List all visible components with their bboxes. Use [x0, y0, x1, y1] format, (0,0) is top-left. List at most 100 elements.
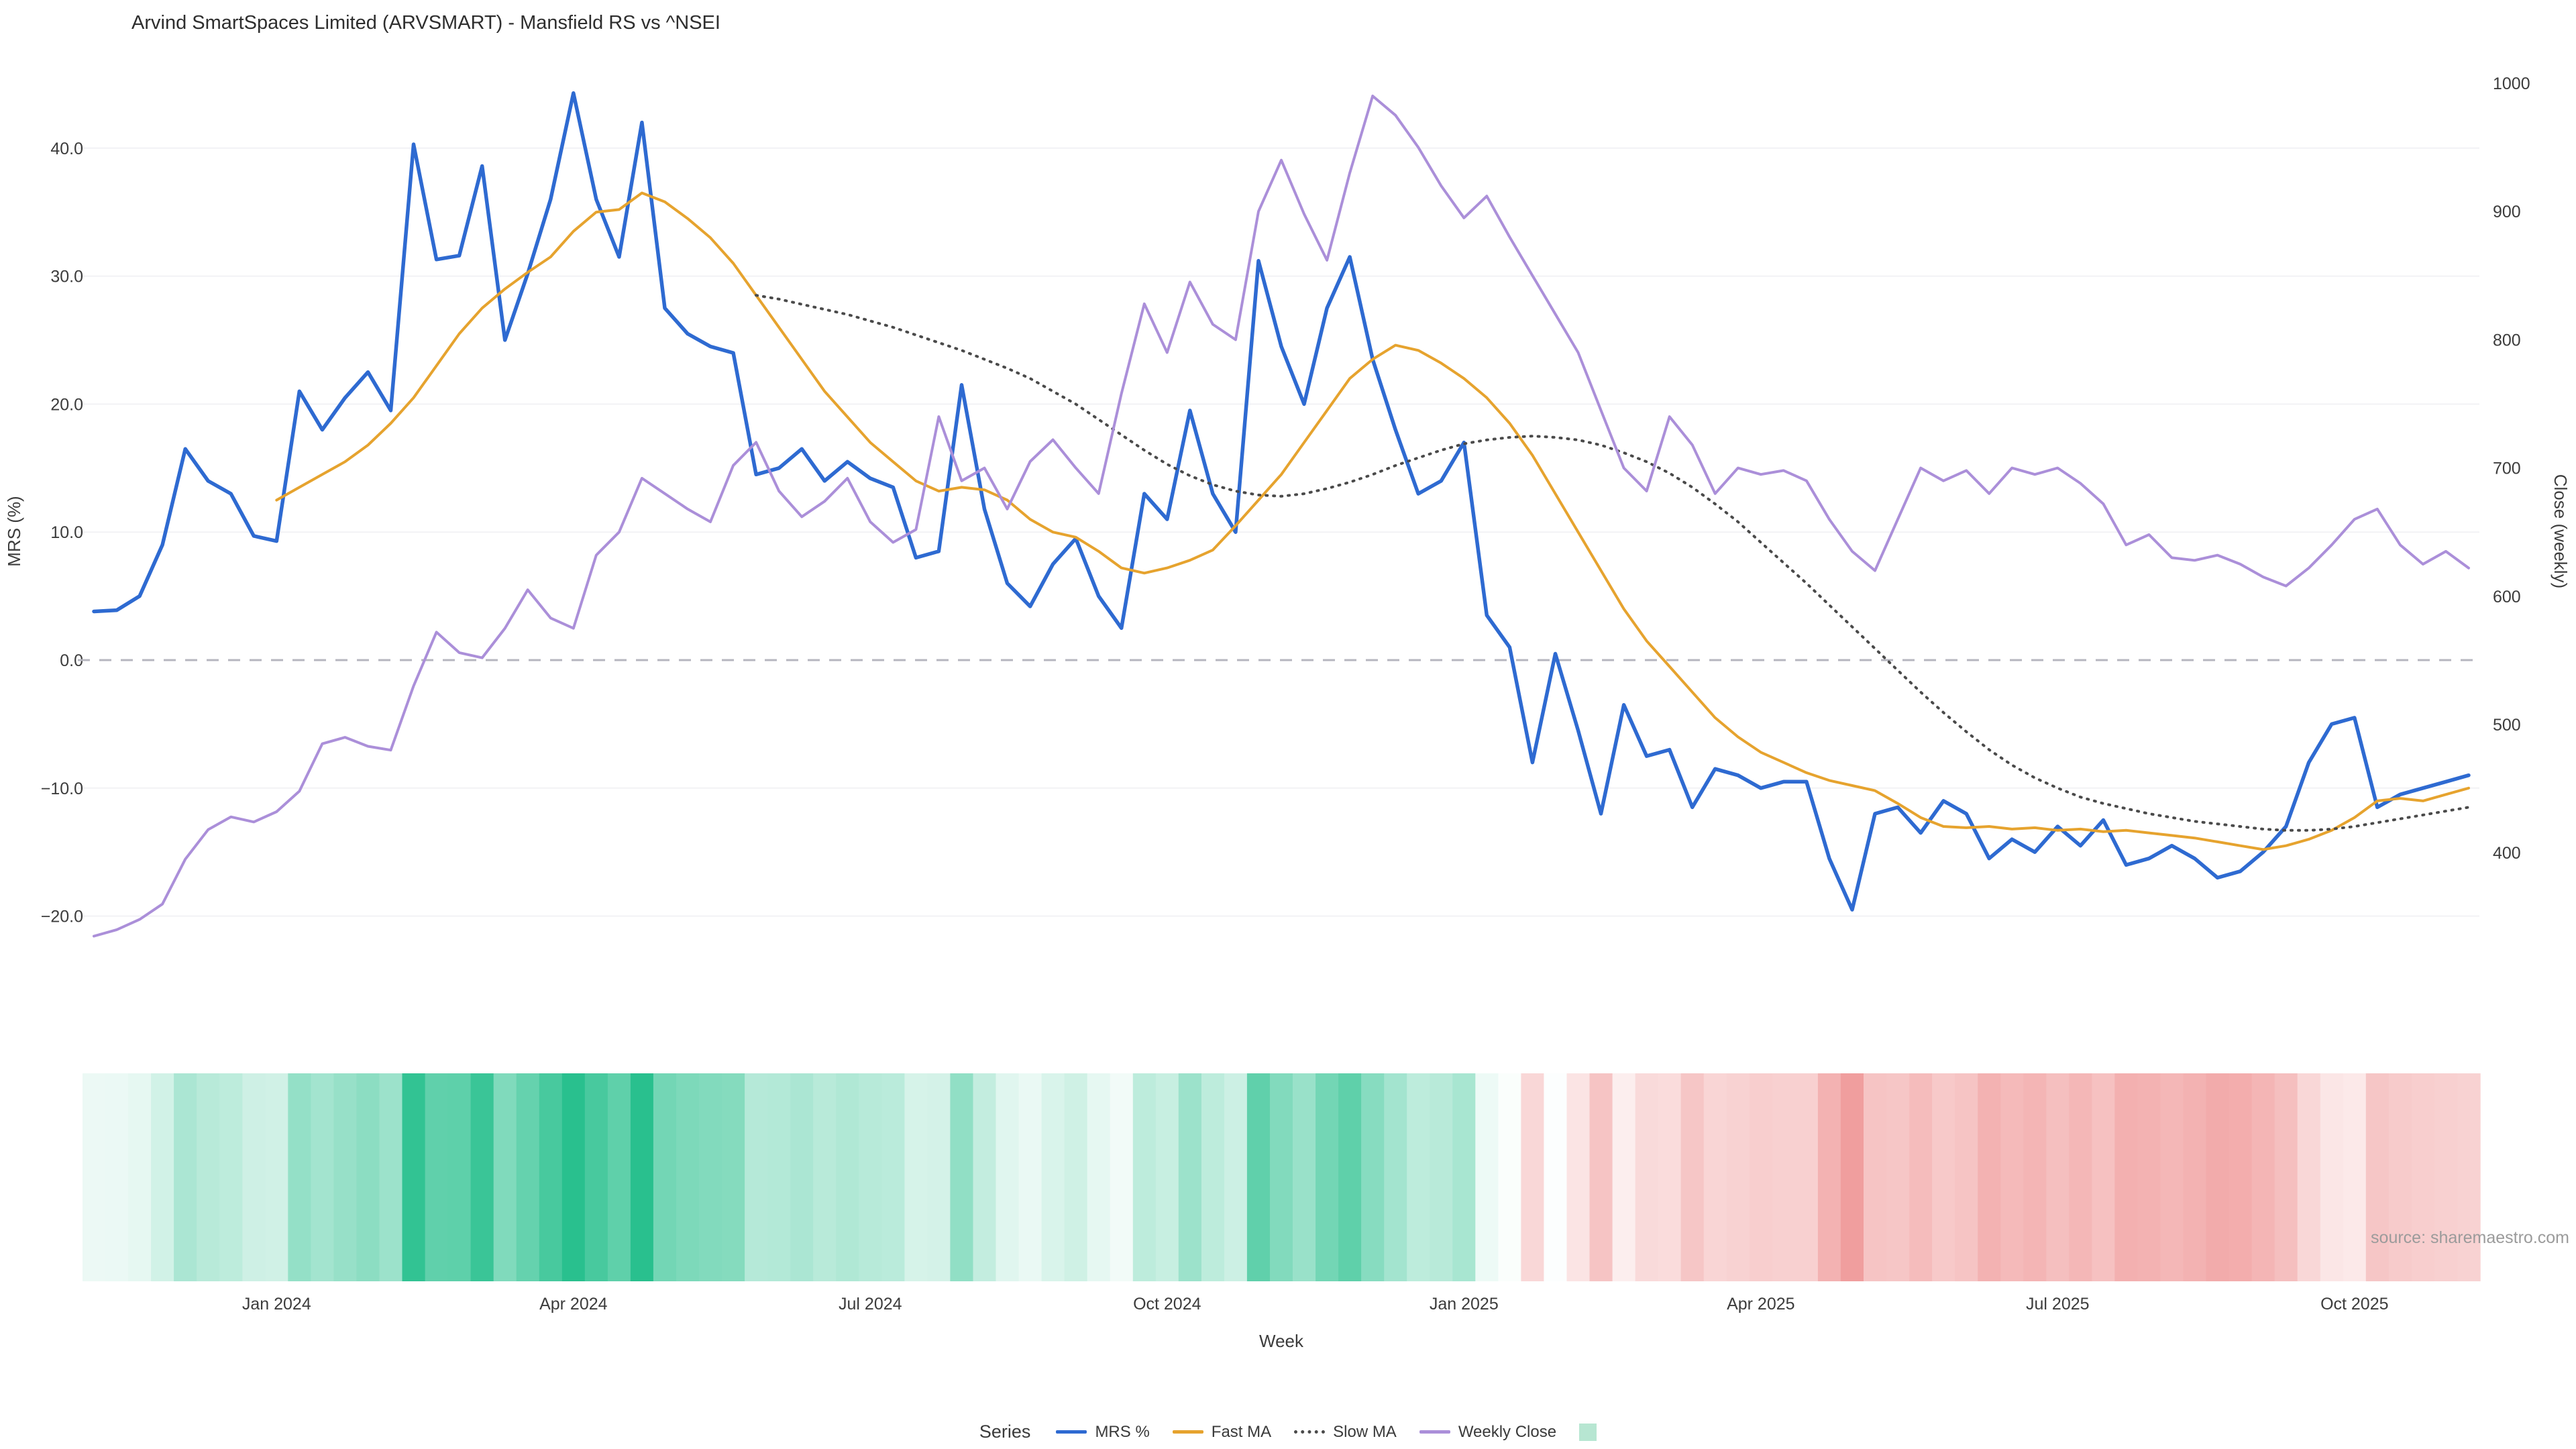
- fast-ma-line: [275, 191, 2470, 851]
- heatmap-cell: [1658, 1073, 1682, 1281]
- x-axis-tick-label: Jul 2024: [839, 1295, 902, 1313]
- left-axis-tick-label: −20.0: [41, 908, 83, 926]
- heatmap-cell: [2457, 1073, 2481, 1281]
- heatmap-cell: [2069, 1073, 2092, 1281]
- heatmap-cell: [2411, 1073, 2435, 1281]
- heatmap-cell: [2274, 1073, 2298, 1281]
- heatmap-cell: [722, 1073, 745, 1281]
- fast-ma-swatch: [1172, 1430, 1203, 1434]
- heatmap-cell: [1794, 1073, 1819, 1281]
- heatmap-cell: [1909, 1073, 1933, 1281]
- heatmap-cell: [1246, 1073, 1271, 1281]
- heatmap-cell: [813, 1073, 837, 1281]
- heatmap-cell: [1566, 1073, 1591, 1281]
- heatmap-cell: [219, 1073, 243, 1281]
- heatmap-cell: [2343, 1073, 2367, 1281]
- heatmap-cell: [927, 1073, 951, 1281]
- heatmap-cell: [2183, 1073, 2207, 1281]
- x-axis-tick-label: Apr 2025: [1727, 1295, 1794, 1313]
- right-axis-title: Close (weekly): [2551, 474, 2571, 589]
- slow-ma-swatch: [1294, 1430, 1326, 1434]
- heatmap-cell: [881, 1073, 905, 1281]
- left-axis-tick-label: −10.0: [41, 780, 83, 798]
- heatmap-cell: [676, 1073, 700, 1281]
- heatmap-cell: [151, 1073, 174, 1281]
- heatmap-cell: [2320, 1073, 2344, 1281]
- heatmap-cell: [2388, 1073, 2412, 1281]
- heatmap-cell: [1041, 1073, 1065, 1281]
- weekly-close-swatch: [1419, 1430, 1450, 1434]
- heatmap-cell: [2137, 1073, 2161, 1281]
- heatmap-cell: [105, 1073, 129, 1281]
- right-axis-tick-label: 900: [2493, 203, 2521, 221]
- heatmap-cell: [2023, 1073, 2047, 1281]
- legend-item-heatmap: [1579, 1423, 1597, 1441]
- heatmap-cell: [2251, 1073, 2275, 1281]
- heatmap-cell: [1635, 1073, 1659, 1281]
- heatmap-cell: [1178, 1073, 1202, 1281]
- heatmap-cell: [1384, 1073, 1407, 1281]
- heatmap-swatch: [1579, 1423, 1597, 1441]
- heatmap-cell: [1726, 1073, 1750, 1281]
- heatmap-cell: [2046, 1073, 2070, 1281]
- heatmap-cell: [859, 1073, 882, 1281]
- heatmap-cell: [1864, 1073, 1887, 1281]
- right-axis-tick-label: 600: [2493, 588, 2521, 606]
- heatmap-cell: [333, 1073, 358, 1281]
- x-axis-tick-label: Apr 2024: [539, 1295, 608, 1313]
- heatmap-cell: [1521, 1073, 1545, 1281]
- heatmap-cell: [470, 1073, 494, 1281]
- heatmap-cell: [1680, 1073, 1705, 1281]
- heatmap-cell: [790, 1073, 814, 1281]
- mrs-swatch: [1056, 1430, 1087, 1434]
- heatmap-cell: [1293, 1073, 1316, 1281]
- heatmap-cell: [1430, 1073, 1453, 1281]
- heatmap-cell: [2160, 1073, 2184, 1281]
- left-axis-tick-label: 30.0: [50, 268, 83, 286]
- x-axis-tick-label: Oct 2024: [1133, 1295, 1201, 1313]
- heatmap-cell: [836, 1073, 859, 1281]
- heatmap-cell: [83, 1073, 106, 1281]
- heatmap-cell: [2297, 1073, 2321, 1281]
- heatmap-cell: [2092, 1073, 2116, 1281]
- left-axis-tick-label: 10.0: [50, 523, 83, 542]
- left-axis-tick-label: 20.0: [50, 395, 83, 414]
- x-axis-tick-label: Jan 2024: [242, 1295, 311, 1313]
- heatmap-cell: [516, 1073, 540, 1281]
- heatmap-cell: [1978, 1073, 2001, 1281]
- heatmap-cell: [2000, 1073, 2024, 1281]
- heatmap-cell: [561, 1073, 586, 1281]
- heatmap-cell: [630, 1073, 654, 1281]
- heatmap-cell: [1703, 1073, 1727, 1281]
- legend-item-slow-ma: Slow MA: [1294, 1423, 1397, 1442]
- mrs-line: [92, 91, 2471, 912]
- heatmap-cell: [2229, 1073, 2253, 1281]
- x-axis-title: Week: [1259, 1331, 1304, 1351]
- heatmap-cell: [2206, 1073, 2230, 1281]
- slow-ma-line: [755, 294, 2470, 832]
- heatmap-cell: [1155, 1073, 1179, 1281]
- heatmap-cell: [1270, 1073, 1293, 1281]
- legend-item-weekly-close: Weekly Close: [1419, 1423, 1556, 1442]
- legend-item-label: Fast MA: [1211, 1422, 1272, 1441]
- heatmap-cell: [1589, 1073, 1613, 1281]
- heatmap-cell: [745, 1073, 768, 1281]
- heatmap-cell: [1452, 1073, 1476, 1281]
- right-axis-tick-label: 800: [2493, 331, 2521, 350]
- heatmap-cell: [1475, 1073, 1499, 1281]
- right-axis-tick-label: 1000: [2493, 74, 2530, 93]
- heatmap-cell: [425, 1073, 449, 1281]
- heatmap-cell: [265, 1073, 288, 1281]
- legend: Series MRS % Fast MA Slow MA Weekly Close: [0, 1421, 2576, 1442]
- heatmap-cell: [607, 1073, 631, 1281]
- heatmap-cell: [493, 1073, 517, 1281]
- heatmap-cell: [197, 1073, 220, 1281]
- heatmap-cell: [2365, 1073, 2390, 1281]
- heatmap-cell: [1316, 1073, 1339, 1281]
- legend-item-fast-ma: Fast MA: [1172, 1422, 1272, 1442]
- legend-items: MRS % Fast MA Slow MA Weekly Close: [1056, 1423, 1597, 1442]
- heatmap-cell: [1498, 1073, 1522, 1281]
- heatmap-cell: [174, 1073, 197, 1281]
- heatmap-cell: [584, 1073, 608, 1281]
